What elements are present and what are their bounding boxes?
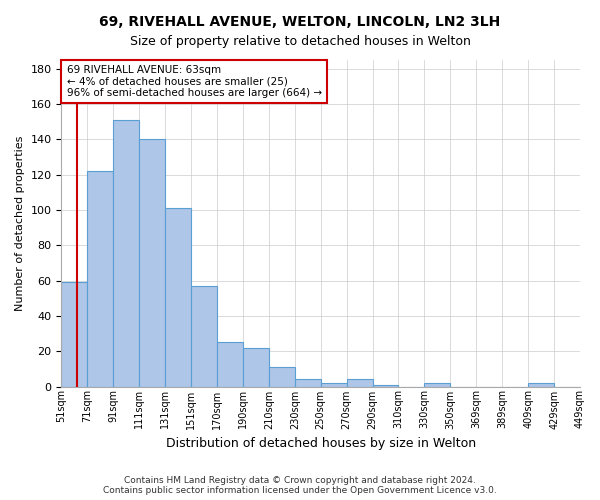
- Y-axis label: Number of detached properties: Number of detached properties: [15, 136, 25, 311]
- Bar: [217, 342, 243, 386]
- Bar: [113, 120, 139, 386]
- Bar: [139, 140, 165, 386]
- Bar: [528, 383, 554, 386]
- Bar: [191, 286, 217, 386]
- Bar: [424, 383, 451, 386]
- Bar: [243, 348, 269, 387]
- Text: 69 RIVEHALL AVENUE: 63sqm
← 4% of detached houses are smaller (25)
96% of semi-d: 69 RIVEHALL AVENUE: 63sqm ← 4% of detach…: [67, 65, 322, 98]
- Bar: [295, 380, 321, 386]
- Bar: [321, 383, 347, 386]
- Bar: [61, 282, 88, 387]
- Text: 69, RIVEHALL AVENUE, WELTON, LINCOLN, LN2 3LH: 69, RIVEHALL AVENUE, WELTON, LINCOLN, LN…: [100, 15, 500, 29]
- Bar: [373, 384, 398, 386]
- Text: Contains HM Land Registry data © Crown copyright and database right 2024.
Contai: Contains HM Land Registry data © Crown c…: [103, 476, 497, 495]
- Bar: [165, 208, 191, 386]
- Bar: [88, 171, 113, 386]
- Bar: [347, 380, 373, 386]
- X-axis label: Distribution of detached houses by size in Welton: Distribution of detached houses by size …: [166, 437, 476, 450]
- Bar: [269, 367, 295, 386]
- Text: Size of property relative to detached houses in Welton: Size of property relative to detached ho…: [130, 35, 470, 48]
